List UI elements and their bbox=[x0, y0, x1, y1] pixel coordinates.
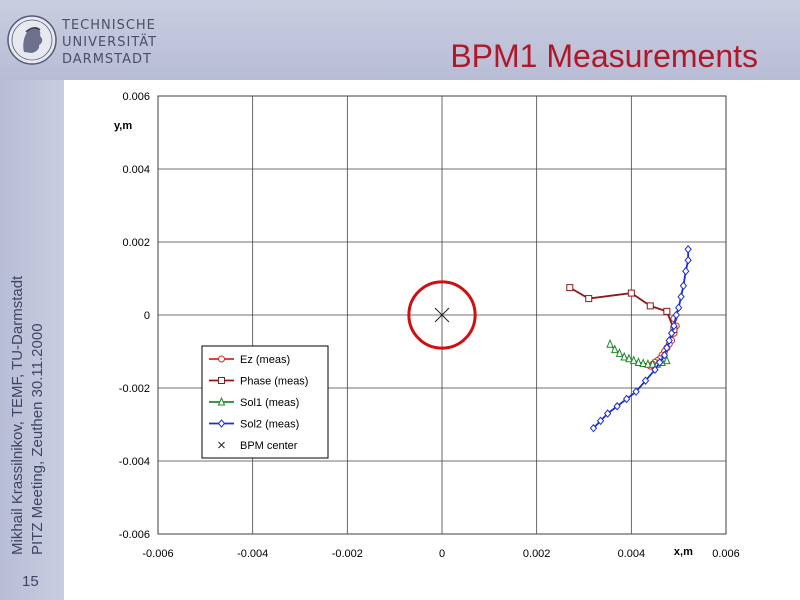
y-tick-label: -0.002 bbox=[119, 383, 150, 395]
data-point bbox=[641, 376, 650, 385]
data-point bbox=[604, 409, 612, 418]
data-point bbox=[677, 292, 685, 302]
author-line: Mikhail Krassilnikov, TEMF, TU-Darmstadt bbox=[9, 275, 26, 555]
data-point bbox=[684, 255, 692, 265]
data-point bbox=[634, 357, 643, 366]
y-tick-label: -0.006 bbox=[119, 529, 150, 541]
data-point bbox=[648, 359, 657, 368]
data-point bbox=[632, 387, 640, 396]
legend-marker bbox=[218, 355, 225, 363]
data-point bbox=[665, 336, 673, 345]
data-point bbox=[646, 302, 654, 310]
header-band bbox=[0, 0, 800, 80]
legend-marker bbox=[217, 419, 226, 428]
data-point bbox=[675, 303, 683, 312]
university-line-3: DARMSTADT bbox=[62, 52, 152, 67]
x-tick-label: 0.002 bbox=[523, 548, 551, 560]
bpm-scatter-chart: -0.006 -0.004 -0.002 0 0.002 0.004 0.006 0.006 0… bbox=[114, 91, 740, 560]
data-point bbox=[589, 423, 598, 433]
slide-number: 15 bbox=[22, 573, 39, 590]
data-point bbox=[682, 266, 690, 276]
data-point bbox=[566, 284, 574, 292]
data-point bbox=[613, 401, 621, 411]
x-tick-label: -0.006 bbox=[142, 548, 173, 560]
legend-marker bbox=[218, 441, 225, 449]
y-axis-label: y,m bbox=[114, 120, 132, 132]
data-point bbox=[663, 355, 671, 365]
data-point bbox=[611, 344, 619, 354]
legend-marker bbox=[218, 377, 225, 384]
university-name: TECHNISCHE UNIVERSITÄT DARMSTADT bbox=[62, 17, 157, 68]
data-point bbox=[660, 350, 669, 360]
x-tick-label: -0.004 bbox=[237, 548, 268, 560]
university-line-1: TECHNISCHE bbox=[62, 18, 156, 33]
data-point bbox=[663, 343, 671, 353]
x-tick-label: 0 bbox=[439, 548, 445, 560]
data-point bbox=[615, 348, 624, 357]
sidebar-band bbox=[0, 80, 64, 600]
y-tick-label: -0.004 bbox=[119, 456, 150, 468]
data-point bbox=[684, 245, 692, 254]
x-tick-label: 0.006 bbox=[712, 548, 740, 560]
y-tick-label: 0.004 bbox=[122, 164, 150, 176]
data-point bbox=[672, 310, 680, 320]
legend-entry: Phase (meas) bbox=[240, 376, 308, 388]
data-point bbox=[620, 351, 628, 361]
data-point bbox=[663, 307, 671, 315]
legend-entry: Ez (meas) bbox=[240, 354, 290, 366]
data-point bbox=[625, 353, 633, 363]
sidebar-credits: Mikhail Krassilnikov, TEMF, TU-Darmstadt… bbox=[8, 195, 48, 555]
legend-entry: BPM center bbox=[240, 440, 298, 452]
data-point bbox=[670, 321, 678, 331]
x-tick-label: 0.004 bbox=[618, 548, 646, 560]
data-point bbox=[656, 358, 664, 367]
y-tick-label: 0 bbox=[144, 310, 150, 322]
data-point bbox=[606, 338, 614, 348]
data-point bbox=[627, 289, 635, 297]
legend-marker bbox=[217, 396, 226, 406]
data-point bbox=[622, 394, 631, 404]
slide-title: BPM1 Measurements bbox=[450, 38, 758, 74]
y-tick-label: 0.002 bbox=[122, 237, 150, 249]
data-point bbox=[679, 281, 688, 291]
y-tick-label: 0.006 bbox=[122, 91, 150, 103]
university-line-2: UNIVERSITÄT bbox=[62, 35, 158, 50]
legend-entry: Sol1 (meas) bbox=[240, 397, 299, 409]
data-point bbox=[629, 355, 638, 365]
university-logo-icon bbox=[7, 15, 57, 65]
bpm-aperture-circle bbox=[407, 280, 477, 350]
data-point bbox=[644, 359, 652, 368]
data-point bbox=[596, 416, 605, 426]
meeting-line: PITZ Meeting, Zeuthen 30.11.2000 bbox=[29, 323, 46, 555]
data-point bbox=[651, 365, 659, 375]
legend-entry: Sol2 (meas) bbox=[240, 419, 299, 431]
data-point bbox=[585, 295, 593, 303]
data-point bbox=[639, 358, 647, 368]
x-axis-label: x,m bbox=[674, 546, 693, 558]
data-point bbox=[434, 307, 450, 323]
data-point bbox=[667, 328, 676, 338]
x-tick-label: -0.002 bbox=[332, 548, 363, 560]
